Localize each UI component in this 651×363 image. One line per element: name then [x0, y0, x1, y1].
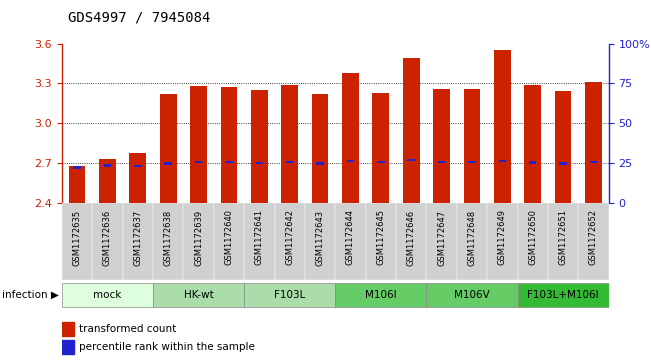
Bar — [403, 58, 419, 203]
Bar — [377, 161, 385, 163]
Text: GSM1172642: GSM1172642 — [285, 209, 294, 265]
Text: GSM1172637: GSM1172637 — [133, 209, 143, 266]
Text: GSM1172646: GSM1172646 — [407, 209, 416, 265]
Bar — [256, 162, 263, 164]
Text: GSM1172650: GSM1172650 — [528, 209, 537, 265]
Bar — [525, 85, 541, 203]
Text: GSM1172647: GSM1172647 — [437, 209, 446, 265]
Text: F103L+M106I: F103L+M106I — [527, 290, 599, 300]
Bar — [286, 161, 294, 163]
Bar — [312, 94, 329, 203]
Bar — [347, 160, 354, 162]
FancyBboxPatch shape — [153, 203, 184, 280]
Text: percentile rank within the sample: percentile rank within the sample — [79, 342, 255, 352]
FancyBboxPatch shape — [62, 283, 153, 307]
FancyBboxPatch shape — [335, 203, 366, 280]
Bar — [69, 166, 85, 203]
Text: GSM1172641: GSM1172641 — [255, 209, 264, 265]
FancyBboxPatch shape — [244, 283, 335, 307]
Text: GSM1172636: GSM1172636 — [103, 209, 112, 266]
FancyBboxPatch shape — [426, 283, 518, 307]
Text: M106I: M106I — [365, 290, 396, 300]
FancyBboxPatch shape — [366, 203, 396, 280]
Bar — [529, 162, 536, 164]
Bar — [434, 89, 450, 203]
Bar — [468, 161, 476, 163]
Bar — [499, 160, 506, 162]
Bar — [555, 91, 572, 203]
Text: GSM1172635: GSM1172635 — [72, 209, 81, 265]
Bar — [585, 82, 602, 203]
Text: GSM1172638: GSM1172638 — [163, 209, 173, 266]
Bar — [134, 164, 141, 167]
Bar — [438, 161, 445, 163]
Bar — [195, 161, 202, 163]
Text: M106V: M106V — [454, 290, 490, 300]
Bar — [62, 340, 74, 354]
Bar — [251, 90, 268, 203]
FancyBboxPatch shape — [518, 203, 548, 280]
Text: GDS4997 / 7945084: GDS4997 / 7945084 — [68, 11, 211, 25]
Text: GSM1172648: GSM1172648 — [467, 209, 477, 265]
Text: infection ▶: infection ▶ — [2, 290, 59, 300]
FancyBboxPatch shape — [457, 203, 487, 280]
Bar — [130, 153, 146, 203]
FancyBboxPatch shape — [578, 203, 609, 280]
Text: HK-wt: HK-wt — [184, 290, 214, 300]
Bar — [74, 166, 81, 168]
Bar — [342, 73, 359, 203]
FancyBboxPatch shape — [184, 203, 214, 280]
FancyBboxPatch shape — [426, 203, 457, 280]
Bar — [372, 93, 389, 203]
FancyBboxPatch shape — [214, 203, 244, 280]
Bar — [190, 86, 207, 203]
Bar — [221, 87, 237, 203]
Text: GSM1172644: GSM1172644 — [346, 209, 355, 265]
Bar — [62, 322, 74, 336]
FancyBboxPatch shape — [92, 203, 122, 280]
Text: GSM1172649: GSM1172649 — [498, 209, 507, 265]
Text: GSM1172652: GSM1172652 — [589, 209, 598, 265]
FancyBboxPatch shape — [153, 283, 244, 307]
Bar — [559, 162, 567, 164]
FancyBboxPatch shape — [62, 203, 92, 280]
Text: mock: mock — [93, 290, 122, 300]
Bar — [316, 162, 324, 164]
Text: F103L: F103L — [274, 290, 305, 300]
Bar — [225, 161, 232, 163]
FancyBboxPatch shape — [335, 283, 426, 307]
Bar — [494, 50, 510, 203]
Text: GSM1172643: GSM1172643 — [316, 209, 325, 265]
FancyBboxPatch shape — [122, 203, 153, 280]
FancyBboxPatch shape — [244, 203, 275, 280]
FancyBboxPatch shape — [487, 203, 518, 280]
FancyBboxPatch shape — [275, 203, 305, 280]
Bar — [408, 159, 415, 161]
Bar — [104, 164, 111, 167]
Text: GSM1172640: GSM1172640 — [225, 209, 234, 265]
Bar — [165, 162, 172, 164]
Bar — [590, 161, 597, 163]
Bar — [99, 159, 116, 203]
Text: GSM1172639: GSM1172639 — [194, 209, 203, 265]
Text: transformed count: transformed count — [79, 324, 176, 334]
Text: GSM1172651: GSM1172651 — [559, 209, 568, 265]
Text: GSM1172645: GSM1172645 — [376, 209, 385, 265]
FancyBboxPatch shape — [396, 203, 426, 280]
FancyBboxPatch shape — [548, 203, 578, 280]
FancyBboxPatch shape — [305, 203, 335, 280]
FancyBboxPatch shape — [518, 283, 609, 307]
Bar — [159, 94, 176, 203]
Bar — [281, 85, 298, 203]
Bar — [464, 89, 480, 203]
